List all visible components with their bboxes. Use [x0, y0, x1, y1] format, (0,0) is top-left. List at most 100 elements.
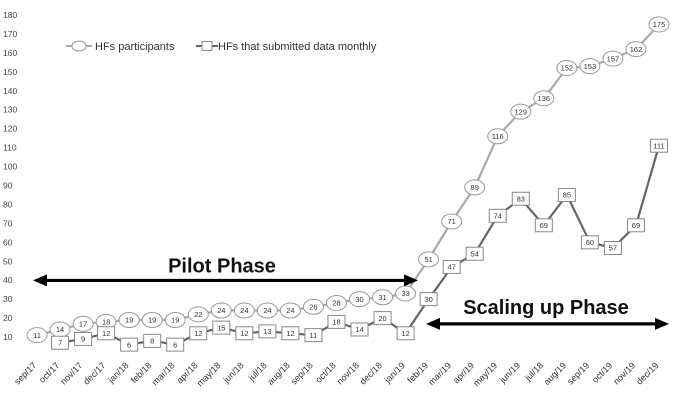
submitted-label: 20: [378, 314, 386, 323]
submitted-label: 54: [471, 249, 479, 258]
submitted-label: 30: [424, 295, 432, 304]
submitted-point: [120, 337, 139, 352]
x-tick-label: jan/18: [105, 360, 130, 385]
participants-label: 162: [630, 45, 643, 54]
participants-label: 116: [492, 132, 504, 141]
x-tick-label: nov/17: [58, 360, 84, 386]
scaling-arrow-head-left: [426, 317, 440, 330]
scaling-arrow-head-right: [655, 317, 669, 330]
submitted-point: [281, 326, 300, 341]
y-tick-label: 130: [3, 105, 17, 115]
participants-point: [279, 302, 301, 319]
submitted-point: [74, 331, 93, 346]
participants-label: 14: [56, 325, 64, 334]
y-tick-label: 140: [3, 86, 17, 96]
submitted-label: 85: [563, 191, 571, 200]
submitted-point: [143, 333, 162, 348]
submitted-point: [189, 326, 208, 341]
submitted-label: 14: [355, 325, 363, 334]
participants-label: 22: [194, 310, 202, 319]
x-tick-label: aug/18: [265, 360, 292, 387]
y-tick-label: 80: [3, 199, 13, 209]
y-axis-ticks: 10 20 30 40 50 60 70 80 90 100 110 120 130 140 150 160 1…: [3, 10, 17, 342]
submitted-point: [235, 326, 254, 341]
pilot-phase-label: Pilot Phase: [168, 255, 276, 277]
submitted-point: [626, 218, 645, 233]
submitted-label: 47: [447, 263, 455, 272]
submitted-point: [304, 328, 323, 343]
participants-label: 19: [125, 316, 133, 325]
submitted-point: [396, 326, 415, 341]
participants-label: 24: [286, 306, 294, 315]
x-tick-label: oct/19: [590, 360, 614, 384]
series-line-1: [36, 23, 660, 337]
submitted-point: [166, 337, 185, 352]
pilot-arrow-head-right: [404, 274, 418, 287]
participants-label: 129: [515, 107, 528, 116]
y-tick-label: 30: [3, 294, 13, 304]
x-tick-label: oct/17: [37, 360, 61, 384]
participants-label: 89: [471, 183, 479, 192]
participants-label: 136: [538, 94, 551, 103]
submitted-label: 11: [310, 331, 318, 340]
submitted-point: [419, 292, 438, 307]
submitted-point: [327, 314, 346, 329]
y-tick-label: 150: [3, 67, 17, 77]
y-tick-label: 90: [3, 181, 13, 191]
participants-label: 17: [79, 319, 87, 328]
submitted-label: 18: [332, 318, 340, 327]
submitted-point: [258, 324, 277, 339]
submitted-point: [465, 246, 484, 261]
submitted-label: 6: [173, 340, 177, 349]
participants-point: [26, 327, 48, 344]
participants-point: [579, 58, 601, 75]
participants-label: 175: [653, 20, 666, 29]
x-tick-label: oct/18: [313, 360, 337, 384]
submitted-point: [557, 187, 576, 202]
y-tick-label: 120: [3, 124, 17, 134]
participants-label: 19: [171, 316, 179, 325]
y-tick-label: 170: [3, 29, 17, 39]
x-tick-label: may/19: [471, 360, 499, 388]
submitted-label: 7: [58, 338, 62, 347]
participants-point: [325, 294, 347, 311]
participants-label: 24: [240, 306, 248, 315]
legend-label-submitted: HFs that submitted data monthly: [218, 41, 377, 53]
participants-label: 19: [148, 316, 156, 325]
y-tick-label: 180: [3, 10, 17, 20]
x-tick-label: nov/18: [335, 360, 361, 386]
participants-label: 24: [217, 306, 225, 315]
x-axis-ticks: sep/17oct/17nov/17dec/17jan/18feb/18mar/…: [12, 360, 660, 388]
y-tick-label: 160: [3, 48, 17, 58]
x-tick-label: sep/17: [12, 360, 38, 386]
participants-label: 11: [33, 331, 41, 340]
participants-label: 71: [447, 217, 455, 226]
x-tick-label: mar/18: [150, 360, 177, 387]
legend-marker-submitted: [201, 41, 213, 51]
participants-point: [533, 90, 555, 107]
participants-point: [395, 285, 417, 302]
legend-label-participants: HFs participants: [95, 41, 175, 53]
submitted-label: 74: [494, 212, 502, 221]
y-tick-label: 100: [3, 162, 17, 172]
pilot-arrow-head-left: [33, 274, 47, 287]
submitted-point: [373, 311, 392, 326]
participants-point: [625, 41, 647, 58]
x-tick-label: dec/17: [81, 360, 107, 386]
submitted-label: 12: [240, 329, 248, 338]
x-tick-label: jan/19: [382, 360, 407, 385]
participants-point: [164, 312, 186, 329]
participants-point: [141, 312, 163, 329]
y-tick-label: 40: [3, 275, 13, 285]
participants-point: [372, 289, 394, 306]
participants-label: 28: [332, 299, 340, 308]
submitted-point: [51, 335, 70, 350]
submitted-point: [603, 241, 622, 256]
participants-point: [418, 251, 440, 268]
x-tick-label: aug/19: [542, 360, 569, 387]
submitted-label: 6: [127, 340, 131, 349]
participants-point: [602, 50, 624, 67]
y-tick-label: 20: [3, 313, 13, 323]
submitted-point: [97, 326, 116, 341]
